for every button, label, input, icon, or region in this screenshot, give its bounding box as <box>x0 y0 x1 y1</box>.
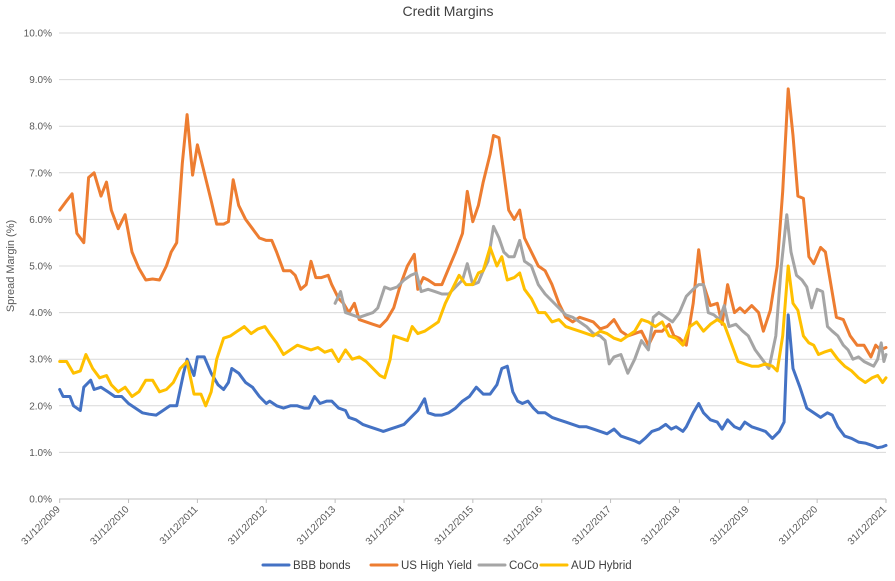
series-line-aud-hybrid <box>58 245 888 408</box>
legend-label-aud-hybrid: AUD Hybrid <box>571 560 632 572</box>
x-tick-label: 31/12/2013 <box>295 504 338 547</box>
y-tick-label: 0.0% <box>29 495 52 506</box>
y-tick-label: 10.0% <box>24 29 52 40</box>
series-line-us-high-yield <box>58 87 888 359</box>
y-tick-label: 9.0% <box>29 75 52 86</box>
y-tick-label: 4.0% <box>29 308 52 319</box>
x-tick-label: 31/12/2015 <box>433 504 476 547</box>
x-tick-label: 31/12/2018 <box>639 504 682 547</box>
series-line-bbb-bonds <box>58 313 888 450</box>
legend: BBB bonds US High Yield CoCo AUD Hybrid <box>261 560 632 572</box>
x-tick-label: 31/12/2019 <box>708 504 751 547</box>
legend-label-bbb-bonds: BBB bonds <box>293 560 351 572</box>
y-tick-label: 6.0% <box>29 215 52 226</box>
series-lines <box>58 87 888 450</box>
x-tick-label: 31/12/2012 <box>226 504 269 547</box>
y-tick-label: 3.0% <box>29 355 52 366</box>
y-axis-label: Spread Margin (%) <box>5 220 17 312</box>
x-tick-label: 31/12/2021 <box>846 504 889 547</box>
y-tick-label: 2.0% <box>29 401 52 412</box>
x-axis-ticks: 31/12/2009 31/12/2010 31/12/2011 31/12/2012… <box>20 499 889 547</box>
x-tick-label: 31/12/2011 <box>158 504 201 547</box>
y-tick-label: 5.0% <box>29 262 52 273</box>
x-tick-label: 31/12/2010 <box>88 504 131 547</box>
y-tick-label: 7.0% <box>29 168 52 179</box>
legend-label-us-high-yield: US High Yield <box>401 560 472 572</box>
x-tick-label: 31/12/2014 <box>364 504 407 547</box>
legend-label-coco: CoCo <box>509 560 538 572</box>
x-tick-label: 31/12/2017 <box>570 504 613 547</box>
gridlines <box>59 32 886 453</box>
y-tick-label: 8.0% <box>29 122 52 133</box>
x-tick-label: 31/12/2016 <box>502 504 545 547</box>
x-tick-label: 31/12/2020 <box>777 504 820 547</box>
series-line-coco <box>333 213 888 375</box>
chart-title: Credit Margins <box>402 3 493 19</box>
y-axis-ticks: 0.0% 1.0% 2.0% 3.0% 4.0% 5.0% 6.0% 7.0% 8.0% 9.0%… <box>24 29 52 506</box>
x-tick-label: 31/12/2009 <box>20 504 63 547</box>
y-tick-label: 1.0% <box>29 448 52 459</box>
